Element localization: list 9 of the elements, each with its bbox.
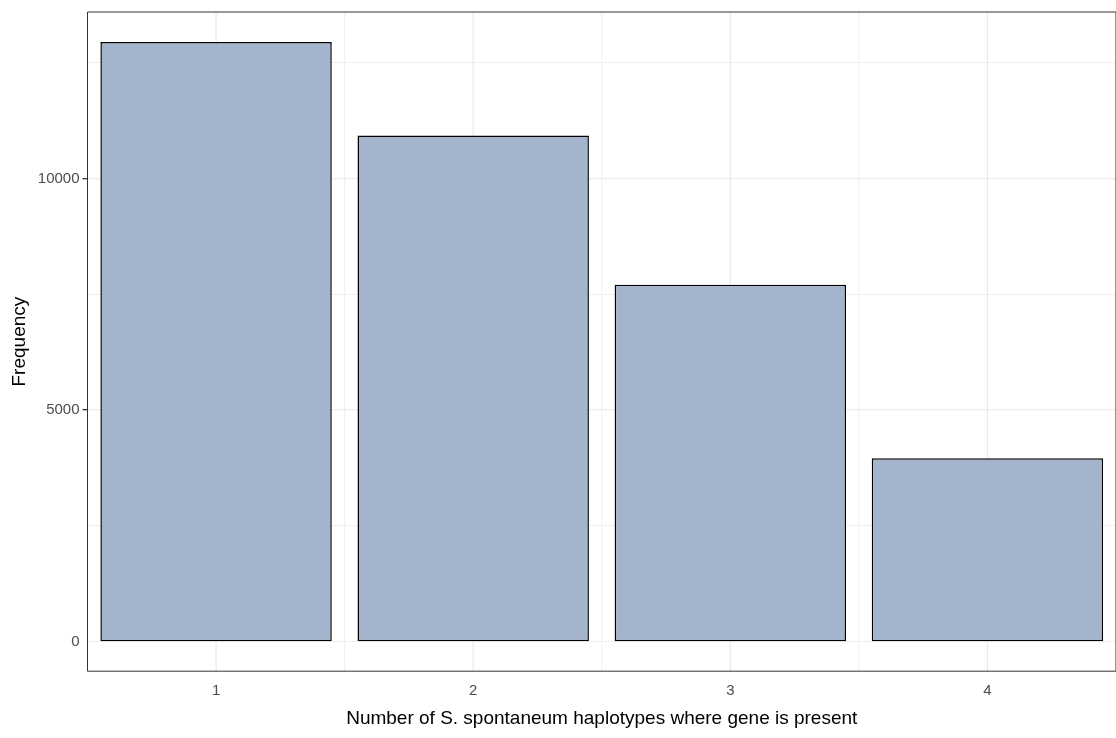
y-tick-label: 0: [71, 631, 80, 649]
y-tick-label: 10000: [37, 168, 80, 186]
x-tick-label: 3: [726, 681, 735, 699]
x-tick-label: 2: [469, 681, 478, 699]
y-tick-label: 5000: [46, 400, 80, 418]
y-axis-title: Frequency: [7, 296, 29, 387]
x-tick-label: 1: [211, 681, 221, 699]
x-tick-label: 4: [983, 681, 992, 699]
x-axis-title: Number of S. spontaneum haplotypes where gene is present: [346, 706, 859, 728]
